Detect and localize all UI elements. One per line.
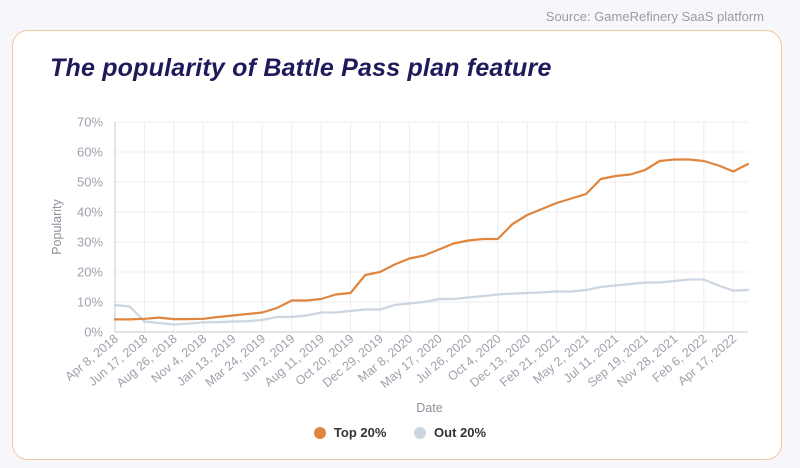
chart-legend: Top 20% Out 20% xyxy=(0,425,800,442)
y-tick-label: 20% xyxy=(77,265,103,280)
chart-card xyxy=(12,30,782,460)
source-note: Source: GameRefinery SaaS platform xyxy=(545,9,764,24)
legend-out-swatch xyxy=(414,426,427,439)
y-tick-label: 70% xyxy=(77,115,103,130)
legend-item-out[interactable]: Out 20% xyxy=(414,425,486,440)
y-tick-label: 0% xyxy=(84,325,103,340)
legend-top-swatch xyxy=(313,426,326,439)
legend-top-label: Top 20% xyxy=(333,425,387,440)
legend-item-top[interactable]: Top 20% xyxy=(313,425,387,440)
series-line-out-20 xyxy=(113,278,750,326)
y-tick-label: 50% xyxy=(77,175,103,190)
y-tick-label: 30% xyxy=(77,235,103,250)
y-tick-label: 60% xyxy=(77,145,103,160)
series-line-top-20 xyxy=(113,158,750,321)
x-axis-title: Date xyxy=(416,401,442,415)
y-axis-title: Popularity xyxy=(50,198,64,254)
y-tick-label: 10% xyxy=(77,295,103,310)
y-tick-label: 40% xyxy=(77,205,103,220)
legend-out-label: Out 20% xyxy=(434,425,487,440)
chart-title: The popularity of Battle Pass plan featu… xyxy=(50,54,552,82)
